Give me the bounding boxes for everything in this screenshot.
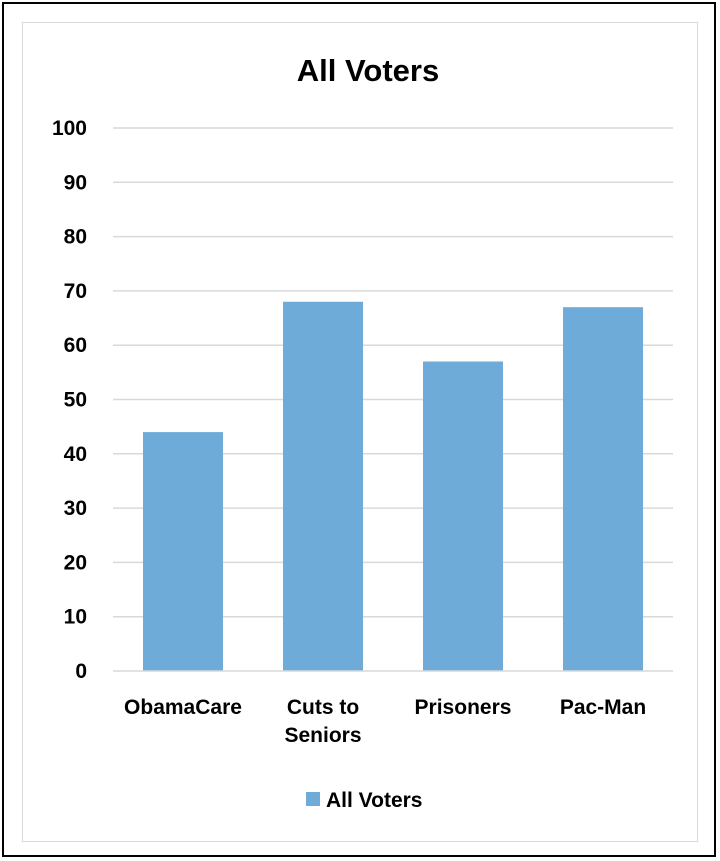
bar-1 <box>283 301 363 671</box>
x-axis-ticks: ObamaCare Cuts to Seniors Prisoners Pac-Man <box>124 696 646 747</box>
y-tick-label-60: 60 <box>64 334 87 357</box>
chart-title: All Voters <box>297 53 439 88</box>
bar-0 <box>143 432 223 671</box>
x-tick-label-1-line0: Cuts to <box>287 696 359 719</box>
y-tick-label-10: 10 <box>64 606 87 629</box>
y-tick-label-0: 0 <box>75 660 87 683</box>
x-tick-label-0: ObamaCare <box>124 696 242 719</box>
y-tick-label-50: 50 <box>64 389 87 412</box>
bar-3 <box>563 307 643 671</box>
y-axis-ticks: 0 10 20 30 40 50 60 70 80 90 100 <box>52 117 87 683</box>
y-tick-label-80: 80 <box>64 226 87 249</box>
x-tick-label-2: Prisoners <box>415 696 512 719</box>
y-tick-label-20: 20 <box>64 551 87 574</box>
bar-2 <box>423 361 503 671</box>
y-tick-label-30: 30 <box>64 497 87 520</box>
x-tick-label-3: Pac-Man <box>560 696 646 719</box>
x-tick-label-1-line1: Seniors <box>284 724 361 747</box>
legend-label: All Voters <box>326 789 422 812</box>
bars <box>143 301 643 671</box>
y-tick-label-100: 100 <box>52 117 87 140</box>
y-tick-label-70: 70 <box>64 280 87 303</box>
legend: All Voters <box>306 789 422 812</box>
y-tick-label-90: 90 <box>64 171 87 194</box>
y-tick-label-40: 40 <box>64 443 87 466</box>
legend-swatch <box>306 792 320 806</box>
